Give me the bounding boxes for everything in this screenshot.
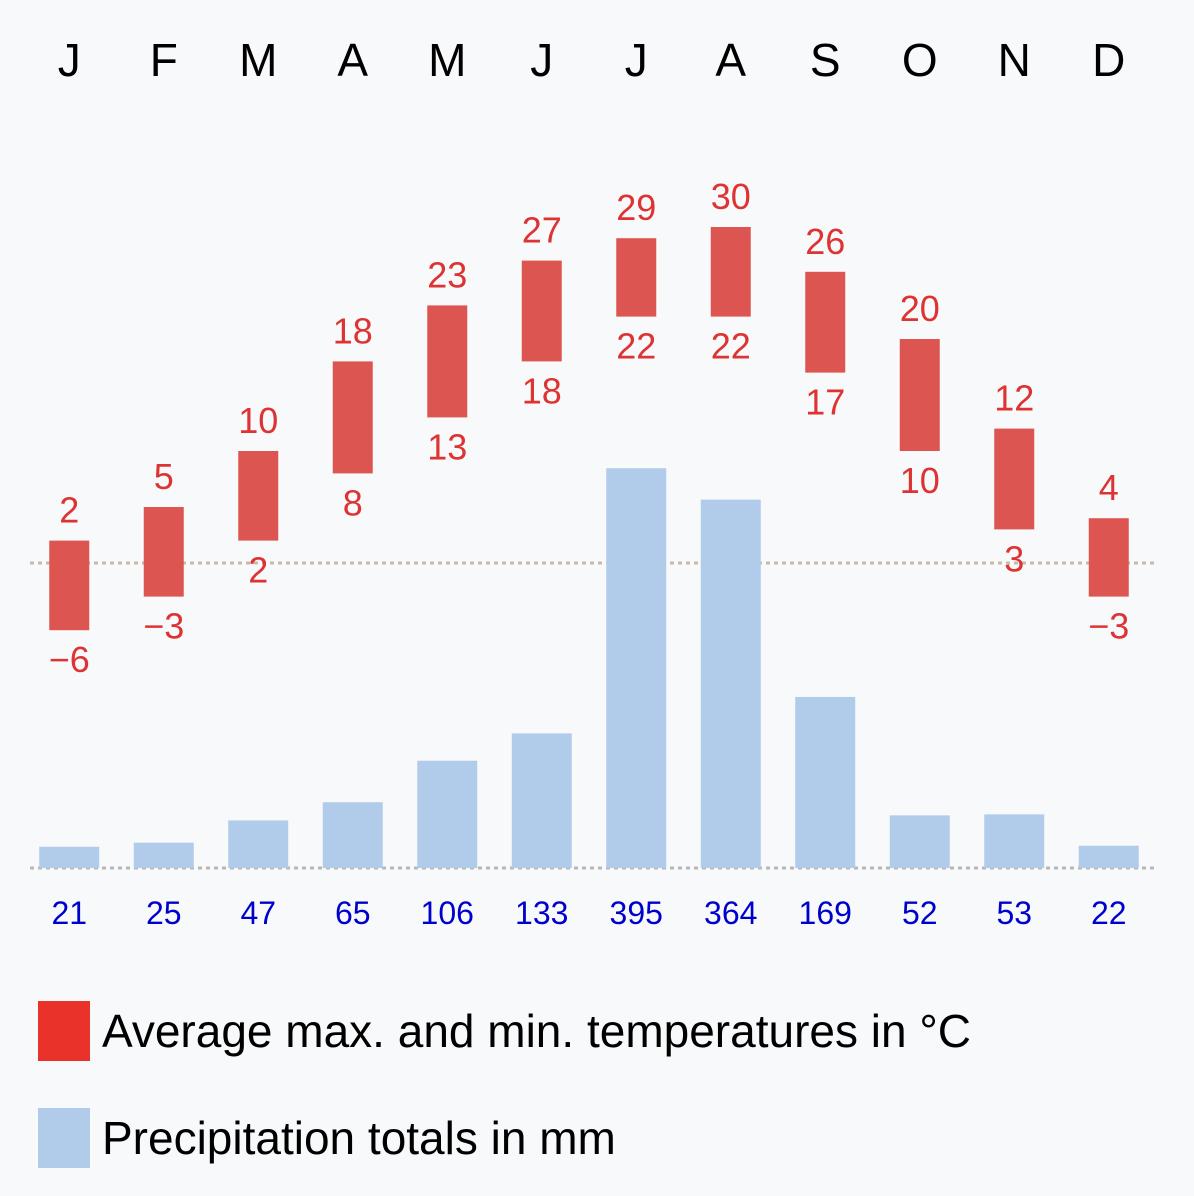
temperature-max-label: 18 — [333, 310, 373, 351]
temperature-bars — [49, 227, 1129, 631]
legend-precipitation: Precipitation totals in mm — [38, 1108, 616, 1168]
legend-precipitation-swatch — [38, 1108, 90, 1168]
precipitation-bar — [984, 814, 1045, 868]
temperature-min-label: 17 — [805, 382, 845, 423]
temperature-min-label: 2 — [248, 550, 268, 591]
month-label: S — [810, 34, 841, 86]
month-label: J — [625, 34, 648, 86]
legend-temperature-label: Average max. and min. temperatures in °C — [102, 1005, 971, 1057]
temperature-max-label: 10 — [238, 400, 278, 441]
precipitation-bar — [795, 696, 856, 868]
temperature-min-label: 13 — [427, 426, 467, 467]
temperature-bar — [332, 361, 373, 474]
month-label: M — [239, 34, 277, 86]
temperature-max-label: 4 — [1099, 467, 1119, 508]
temperature-max-label: 27 — [522, 210, 562, 251]
month-label: O — [902, 34, 938, 86]
precipitation-label: 53 — [996, 895, 1032, 931]
month-label: D — [1092, 34, 1125, 86]
month-label: J — [58, 34, 81, 86]
precipitation-bar — [322, 802, 383, 868]
chart-labels: J 2 −6 21 F 5 −3 25 M 10 2 47 A 18 8 65 M 23 13 106 J 27 18 133… — [49, 34, 1130, 931]
precipitation-bar — [228, 820, 289, 868]
precipitation-bar — [39, 846, 100, 868]
precipitation-label: 133 — [515, 895, 568, 931]
temperature-bar — [616, 238, 657, 317]
precipitation-bar — [606, 468, 667, 868]
precipitation-bar — [133, 842, 194, 868]
temperature-bar — [143, 507, 184, 597]
month-label: A — [337, 34, 368, 86]
precipitation-label: 364 — [704, 895, 757, 931]
precipitation-bar — [700, 499, 761, 868]
precipitation-label: 106 — [421, 895, 474, 931]
temperature-min-label: 18 — [522, 370, 562, 411]
temperature-max-label: 12 — [994, 378, 1034, 419]
temperature-max-label: 29 — [616, 187, 656, 228]
temperature-bar — [238, 451, 279, 541]
temperature-min-label: −6 — [49, 639, 90, 680]
precipitation-label: 25 — [146, 895, 182, 931]
month-label: M — [428, 34, 466, 86]
precipitation-label: 52 — [902, 895, 938, 931]
precipitation-bar — [889, 815, 950, 868]
temperature-min-label: 8 — [343, 482, 363, 523]
legend-precipitation-label: Precipitation totals in mm — [102, 1112, 616, 1164]
precipitation-bar — [511, 733, 572, 868]
temperature-min-label: 22 — [711, 326, 751, 367]
precipitation-bar — [417, 760, 478, 868]
month-label: N — [998, 34, 1031, 86]
precipitation-label: 65 — [335, 895, 371, 931]
temperature-min-label: 10 — [900, 460, 940, 501]
temperature-max-label: 5 — [154, 456, 174, 497]
temperature-min-label: 3 — [1004, 538, 1024, 579]
temperature-bar — [710, 227, 751, 317]
precipitation-label: 395 — [610, 895, 663, 931]
temperature-max-label: 30 — [711, 176, 751, 217]
temperature-bar — [49, 540, 90, 631]
legend-temperature-swatch — [38, 1001, 90, 1061]
temperature-max-label: 26 — [805, 221, 845, 262]
precipitation-label: 22 — [1091, 895, 1127, 931]
temperature-min-label: −3 — [1088, 606, 1129, 647]
temperature-bar — [521, 260, 562, 362]
precipitation-bars — [39, 468, 1139, 868]
precipitation-label: 47 — [240, 895, 276, 931]
month-label: A — [715, 34, 746, 86]
precipitation-label: 169 — [799, 895, 852, 931]
precipitation-label: 21 — [51, 895, 87, 931]
month-label: F — [150, 34, 178, 86]
temperature-bar — [994, 428, 1035, 530]
temperature-bar — [805, 271, 846, 373]
legend-temperature: Average max. and min. temperatures in °C — [38, 1001, 971, 1061]
temperature-min-label: 22 — [616, 326, 656, 367]
precipitation-bar — [1078, 845, 1139, 868]
temperature-max-label: 20 — [900, 288, 940, 329]
temperature-bar — [899, 339, 940, 451]
temperature-max-label: 2 — [59, 490, 79, 531]
month-label: J — [530, 34, 553, 86]
temperature-bar — [1088, 518, 1129, 597]
temperature-max-label: 23 — [427, 254, 467, 295]
temperature-bar — [427, 305, 468, 418]
baselines — [30, 561, 1156, 870]
climate-chart: J 2 −6 21 F 5 −3 25 M 10 2 47 A 18 8 65 M 23 13 106 J 27 18 133… — [30, 34, 1156, 931]
temperature-min-label: −3 — [143, 606, 184, 647]
